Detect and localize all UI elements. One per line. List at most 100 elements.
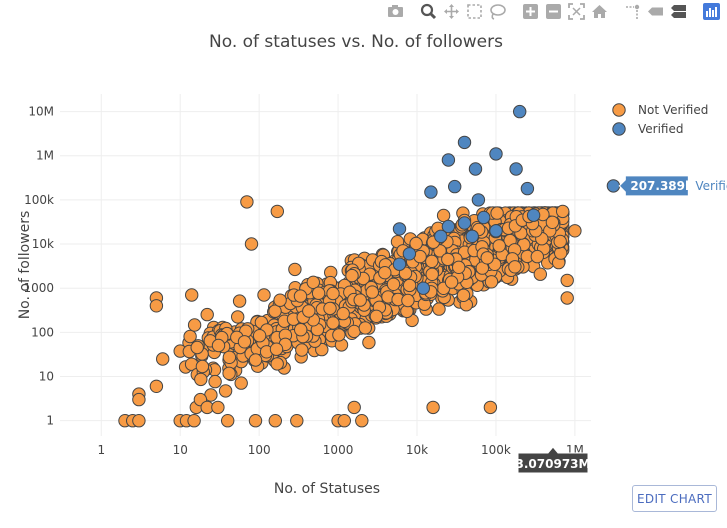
not-verified-point[interactable]	[231, 310, 245, 324]
verified-point[interactable]	[441, 219, 456, 234]
not-verified-point[interactable]	[252, 329, 267, 343]
not-verified-point[interactable]	[409, 236, 423, 251]
not-verified-point[interactable]	[436, 208, 451, 223]
zoom-in-button[interactable]	[521, 2, 540, 21]
not-verified-point[interactable]	[187, 414, 201, 428]
not-verified-point[interactable]	[211, 400, 225, 415]
not-verified-point[interactable]	[311, 286, 326, 300]
not-verified-point[interactable]	[425, 254, 439, 268]
not-verified-point[interactable]	[560, 273, 574, 288]
not-verified-point[interactable]	[508, 260, 522, 274]
hover-closest-button[interactable]	[646, 2, 665, 21]
not-verified-point[interactable]	[530, 249, 544, 264]
not-verified-point[interactable]	[270, 204, 284, 219]
not-verified-point[interactable]	[294, 323, 308, 337]
not-verified-point[interactable]	[211, 338, 226, 353]
not-verified-point[interactable]	[222, 350, 237, 364]
not-verified-point[interactable]	[483, 400, 498, 415]
not-verified-point[interactable]	[149, 299, 164, 313]
spike-lines-button[interactable]	[623, 2, 642, 21]
camera-button[interactable]	[386, 2, 405, 21]
verified-point[interactable]	[489, 147, 503, 161]
not-verified-point[interactable]	[234, 376, 248, 390]
not-verified-point[interactable]	[200, 307, 214, 322]
not-verified-point[interactable]	[194, 372, 208, 387]
not-verified-point[interactable]	[240, 195, 254, 209]
not-verified-point[interactable]	[290, 414, 304, 428]
not-verified-point[interactable]	[347, 324, 361, 339]
not-verified-point[interactable]	[156, 352, 170, 366]
not-verified-point[interactable]	[132, 392, 146, 407]
plotly-logo-button[interactable]	[702, 2, 721, 21]
not-verified-point[interactable]	[369, 309, 384, 323]
not-verified-point[interactable]	[218, 384, 233, 398]
verified-point[interactable]	[526, 208, 541, 222]
verified-point[interactable]	[520, 181, 535, 196]
pan-button[interactable]	[442, 2, 461, 21]
not-verified-point[interactable]	[306, 275, 320, 289]
not-verified-point[interactable]	[323, 301, 337, 316]
not-verified-point[interactable]	[337, 414, 351, 428]
not-verified-point[interactable]	[232, 294, 247, 308]
not-verified-point[interactable]	[183, 329, 197, 344]
legend-label[interactable]: Verified	[638, 122, 684, 136]
not-verified-point[interactable]	[269, 342, 284, 356]
not-verified-point[interactable]	[293, 289, 308, 303]
not-verified-point[interactable]	[268, 304, 282, 318]
not-verified-point[interactable]	[221, 414, 235, 428]
not-verified-point[interactable]	[187, 318, 202, 332]
not-verified-point[interactable]	[492, 239, 506, 253]
not-verified-point[interactable]	[336, 306, 350, 321]
hover-compare-button[interactable]	[669, 2, 688, 21]
not-verified-point[interactable]	[401, 293, 415, 308]
box-select-button[interactable]	[465, 2, 484, 21]
zoom-out-button[interactable]	[544, 2, 563, 21]
not-verified-point[interactable]	[132, 414, 146, 428]
not-verified-point[interactable]	[355, 414, 369, 428]
not-verified-point[interactable]	[426, 400, 440, 415]
verified-point[interactable]	[416, 281, 430, 295]
verified-point[interactable]	[448, 179, 462, 194]
verified-point[interactable]	[468, 162, 483, 176]
not-verified-point[interactable]	[533, 267, 547, 281]
not-verified-point[interactable]	[432, 302, 446, 316]
not-verified-point[interactable]	[237, 335, 252, 349]
verified-point[interactable]	[513, 104, 527, 119]
not-verified-point[interactable]	[402, 278, 417, 293]
not-verified-point[interactable]	[149, 379, 164, 393]
not-verified-point[interactable]	[444, 275, 459, 289]
not-verified-point[interactable]	[484, 275, 499, 289]
not-verified-point[interactable]	[386, 277, 401, 291]
not-verified-point[interactable]	[441, 252, 455, 267]
verified-point[interactable]	[392, 222, 407, 236]
reset-axes-button[interactable]	[590, 2, 609, 21]
zoom-button[interactable]	[419, 2, 438, 21]
verified-point[interactable]	[392, 257, 407, 271]
legend[interactable]: Not Verified Verified	[612, 103, 709, 136]
edit-chart-button[interactable]: EDIT CHART	[632, 485, 717, 512]
autoscale-button[interactable]	[567, 2, 586, 21]
not-verified-point[interactable]	[270, 357, 284, 371]
verified-point[interactable]	[402, 247, 417, 261]
not-verified-point[interactable]	[456, 288, 471, 302]
not-verified-point[interactable]	[365, 285, 379, 299]
series-verified[interactable]	[392, 104, 621, 295]
lasso-select-button[interactable]	[488, 2, 507, 21]
verified-point[interactable]	[509, 162, 523, 176]
not-verified-point[interactable]	[244, 237, 259, 251]
not-verified-point[interactable]	[273, 293, 287, 307]
not-verified-point[interactable]	[295, 343, 309, 357]
series-not-verified[interactable]	[118, 195, 582, 428]
verified-point[interactable]	[606, 179, 621, 193]
not-verified-point[interactable]	[452, 260, 466, 274]
not-verified-point[interactable]	[560, 291, 574, 305]
not-verified-point[interactable]	[195, 359, 210, 374]
not-verified-point[interactable]	[222, 366, 236, 380]
not-verified-point[interactable]	[568, 224, 582, 238]
not-verified-point[interactable]	[190, 340, 204, 355]
verified-point[interactable]	[457, 135, 472, 150]
not-verified-point[interactable]	[345, 268, 359, 283]
not-verified-point[interactable]	[480, 251, 494, 265]
not-verified-point[interactable]	[556, 204, 570, 219]
legend-label[interactable]: Not Verified	[638, 103, 708, 117]
